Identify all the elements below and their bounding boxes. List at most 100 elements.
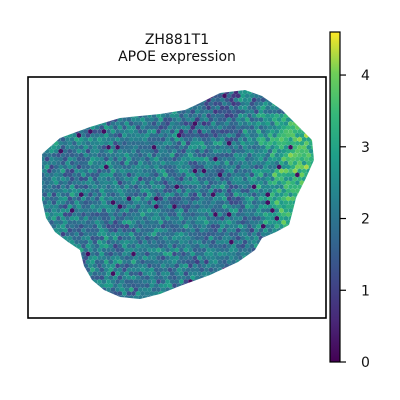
expression-spot [129,231,134,237]
expression-spot [254,109,259,115]
expression-spot [158,90,164,91]
expression-spot [67,101,73,107]
expression-spot [60,160,66,166]
expression-spot [245,283,250,289]
expression-spot [279,231,284,237]
expression-spot [106,90,111,95]
expression-spot [119,121,125,127]
expression-spot [81,283,86,289]
expression-spot [220,294,225,299]
expression-spot [140,93,145,99]
expression-spot [245,117,250,123]
expression-spot [283,239,289,245]
expression-spot [156,263,161,269]
colorbar-tick-label: 4 [361,68,370,84]
expression-spot [160,279,166,285]
expression-spot [199,132,205,138]
expression-spot [238,97,243,103]
expression-spot [235,109,241,115]
expression-spot [42,219,45,225]
expression-spot [181,196,186,202]
expression-spot [242,192,248,198]
expression-spot [81,243,86,249]
expression-spot [283,279,289,285]
expression-spot [44,93,50,99]
expression-spot [174,121,179,127]
expression-spot [274,192,280,198]
expression-spot [201,184,207,190]
expression-spot [104,172,109,178]
expression-spot [204,298,209,299]
expression-spot [138,90,143,95]
expression-spot [208,227,214,233]
expression-spot [210,121,216,127]
expression-spot [126,93,132,99]
expression-spot [301,255,307,261]
expression-spot [226,251,232,257]
expression-spot [276,243,282,249]
expression-spot [301,152,307,158]
expression-spot [206,287,211,293]
expression-spot [229,231,234,237]
expression-spot [104,90,109,91]
expression-spot [258,172,264,178]
expression-spot [126,219,132,225]
expression-spot [261,255,266,261]
expression-spot [185,109,191,115]
expression-spot [261,113,266,119]
expression-spot [281,298,286,299]
expression-spot [85,109,91,115]
expression-spot [201,263,207,269]
expression-spot [270,192,275,198]
expression-spot [65,287,70,293]
expression-spot [126,132,132,138]
expression-spot [245,172,250,178]
expression-spot [63,180,68,186]
expression-spot [242,121,248,127]
expression-spot [263,243,268,249]
colorbar-tick-label: 2 [361,212,370,228]
expression-spot [108,188,114,194]
expression-spot [76,132,82,138]
expression-spot [163,251,168,257]
expression-spot [270,239,275,245]
expression-spot [254,132,259,138]
expression-spot [94,156,100,162]
expression-spot [83,97,88,103]
expression-spot [165,200,170,206]
expression-spot [270,200,275,206]
expression-spot [176,172,182,178]
expression-spot [201,121,207,127]
expression-spot [42,235,45,241]
expression-spot [316,247,321,252]
expression-spot [286,140,291,146]
expression-spot [215,223,220,229]
expression-spot [206,128,211,135]
expression-spot [94,164,100,170]
expression-spot [226,196,232,202]
expression-spot [272,124,277,131]
expression-spot [99,124,104,131]
expression-spot [160,287,166,293]
expression-spot [247,97,252,103]
expression-spot [81,93,86,99]
expression-spot [170,239,175,245]
expression-spot [90,243,95,249]
expression-spot [188,113,193,119]
expression-spot [292,176,298,182]
expression-spot [36,283,41,288]
expression-spot [115,152,120,158]
expression-spot [138,97,143,103]
expression-spot [65,279,70,285]
expression-spot [185,93,191,99]
expression-spot [215,231,220,237]
expression-spot [288,168,293,174]
expression-spot [101,168,107,174]
expression-spot [279,97,284,103]
expression-spot [251,231,257,237]
expression-spot [188,287,193,293]
expression-spot [154,148,159,154]
expression-spot [133,121,139,127]
expression-spot [104,93,109,99]
expression-spot [179,294,184,299]
